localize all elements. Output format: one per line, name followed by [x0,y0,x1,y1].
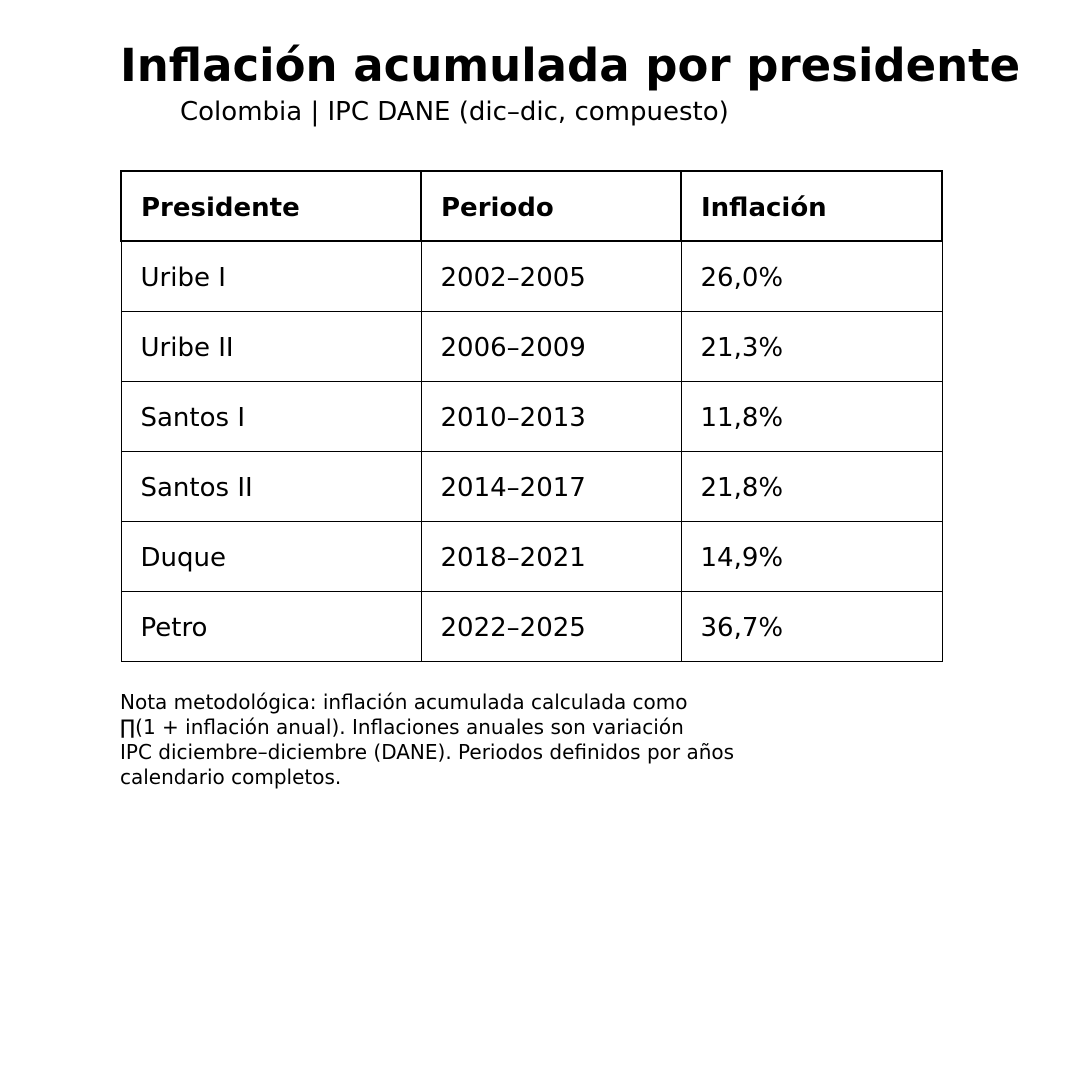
header-periodo: Periodo [420,170,682,242]
table-header: Presidente Periodo Inflación [120,170,943,242]
table-row: Santos II 2014–2017 21,8% [120,450,943,522]
cell-presidente: Santos I [120,380,422,452]
cell-presidente: Santos II [120,450,422,522]
cell-inflacion: 36,7% [680,590,943,662]
cell-inflacion: 14,9% [680,520,943,592]
cell-periodo: 2018–2021 [420,520,682,592]
header-presidente: Presidente [120,170,422,242]
table-row: Uribe I 2002–2005 26,0% [120,240,943,312]
cell-presidente: Uribe II [120,310,422,382]
cell-periodo: 2010–2013 [420,380,682,452]
cell-inflacion: 21,8% [680,450,943,522]
table-row: Petro 2022–2025 36,7% [120,590,943,662]
page-subtitle: Colombia | IPC DANE (dic–dic, compuesto) [180,97,729,127]
cell-presidente: Uribe I [120,240,422,312]
cell-periodo: 2014–2017 [420,450,682,522]
header-inflacion: Inflación [680,170,943,242]
table-row: Duque 2018–2021 14,9% [120,520,943,592]
page-title: Inflación acumulada por presidente [120,39,1021,92]
cell-inflacion: 21,3% [680,310,943,382]
cell-inflacion: 26,0% [680,240,943,312]
cell-periodo: 2022–2025 [420,590,682,662]
cell-inflacion: 11,8% [680,380,943,452]
cell-presidente: Petro [120,590,422,662]
methodology-note: Nota metodológica: inflación acumulada c… [120,690,735,789]
inflation-table: Presidente Periodo Inflación Uribe I 2002–2… [120,170,943,662]
table-body: Uribe I 2002–2005 26,0% Uribe II 2006–2009 21… [120,240,943,662]
header-row: Presidente Periodo Inflación [120,170,943,242]
cell-presidente: Duque [120,520,422,592]
table-row: Santos I 2010–2013 11,8% [120,380,943,452]
cell-periodo: 2006–2009 [420,310,682,382]
cell-periodo: 2002–2005 [420,240,682,312]
table-row: Uribe II 2006–2009 21,3% [120,310,943,382]
